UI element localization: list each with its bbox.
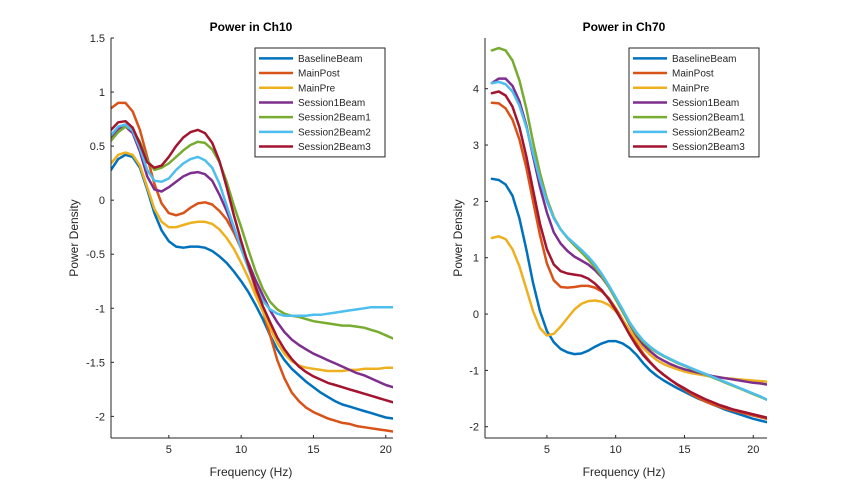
x-tick-label: 15: [307, 444, 319, 456]
x-tick-label: 15: [678, 444, 690, 456]
y-tick-label: 3: [473, 140, 479, 152]
series-line-MainPre: [111, 151, 393, 373]
y-tick-label: -1: [469, 365, 479, 377]
chart-panel-ch70: Power in Ch70 Frequency (Hz) Power Densi…: [451, 20, 767, 479]
series-line-Session2Beam1: [111, 125, 393, 340]
series-line-MainPre: [490, 235, 767, 383]
y-tick-label: -2: [95, 411, 105, 423]
series-line-BaselineBeam: [490, 177, 767, 424]
y-axis-label: Power Density: [451, 199, 465, 276]
legend: BaselineBeam MainPost MainPre Session1Beam S…: [254, 47, 386, 158]
legend-entry-label: MainPre: [298, 83, 336, 94]
x-axis-label: Frequency (Hz): [210, 465, 293, 479]
series-line-Session2Beam3: [490, 90, 767, 419]
y-tick-label: 4: [473, 84, 479, 96]
x-tick-label: 5: [544, 444, 550, 456]
series-group: [490, 46, 767, 424]
legend-entry-label: Session1Beam: [298, 98, 365, 109]
x-tick-label: 20: [380, 444, 392, 456]
legend-entry-label: Session2Beam3: [298, 142, 371, 153]
y-tick-label: 1.5: [90, 33, 105, 45]
x-tick-label: 20: [747, 444, 759, 456]
y-tick-label: 2: [473, 196, 479, 208]
y-tick-label: -2: [469, 422, 479, 434]
legend-entry-label: MainPost: [298, 69, 340, 80]
y-tick-label: -0.5: [86, 249, 105, 261]
chart-panel-ch10: Power in Ch10 Frequency (Hz) Power Densi…: [67, 20, 393, 479]
y-tick-label: 0: [99, 195, 105, 207]
legend-entry-label: Session2Beam3: [672, 142, 745, 153]
y-tick-label: -1: [95, 303, 105, 315]
legend-entry-label: BaselineBeam: [298, 54, 362, 65]
series-line-Session2Beam3: [111, 119, 393, 404]
legend-entry-label: MainPost: [672, 69, 714, 80]
legend-entry-label: Session2Beam1: [298, 113, 371, 124]
legend-entry-label: Session1Beam: [672, 98, 739, 109]
series-line-Session2Beam2: [490, 80, 767, 401]
y-tick-label: 1: [99, 87, 105, 99]
series-line-BaselineBeam: [111, 153, 393, 420]
legend: BaselineBeam MainPost MainPre Session1Beam S…: [628, 47, 760, 158]
y-tick-label: 1: [473, 253, 479, 265]
x-tick-label: 5: [166, 444, 172, 456]
legend-entry-label: MainPre: [672, 83, 710, 94]
x-axis-label: Frequency (Hz): [583, 465, 666, 479]
y-tick-label: 0.5: [90, 141, 105, 153]
y-tick-label: 0: [473, 309, 479, 321]
chart-title: Power in Ch70: [583, 20, 666, 34]
legend-entry-label: Session2Beam2: [298, 127, 371, 138]
legend-entry-label: BaselineBeam: [672, 54, 736, 65]
x-tick-label: 10: [235, 444, 247, 456]
series-line-Session1Beam: [111, 125, 393, 389]
x-tick-label: 10: [610, 444, 622, 456]
y-tick-label: -1.5: [86, 357, 105, 369]
chart-title: Power in Ch10: [210, 20, 293, 34]
legend-entry-label: Session2Beam1: [672, 113, 745, 124]
y-axis-label: Power Density: [67, 199, 81, 276]
legend-entry-label: Session2Beam2: [672, 127, 745, 138]
series-group: [111, 101, 393, 433]
